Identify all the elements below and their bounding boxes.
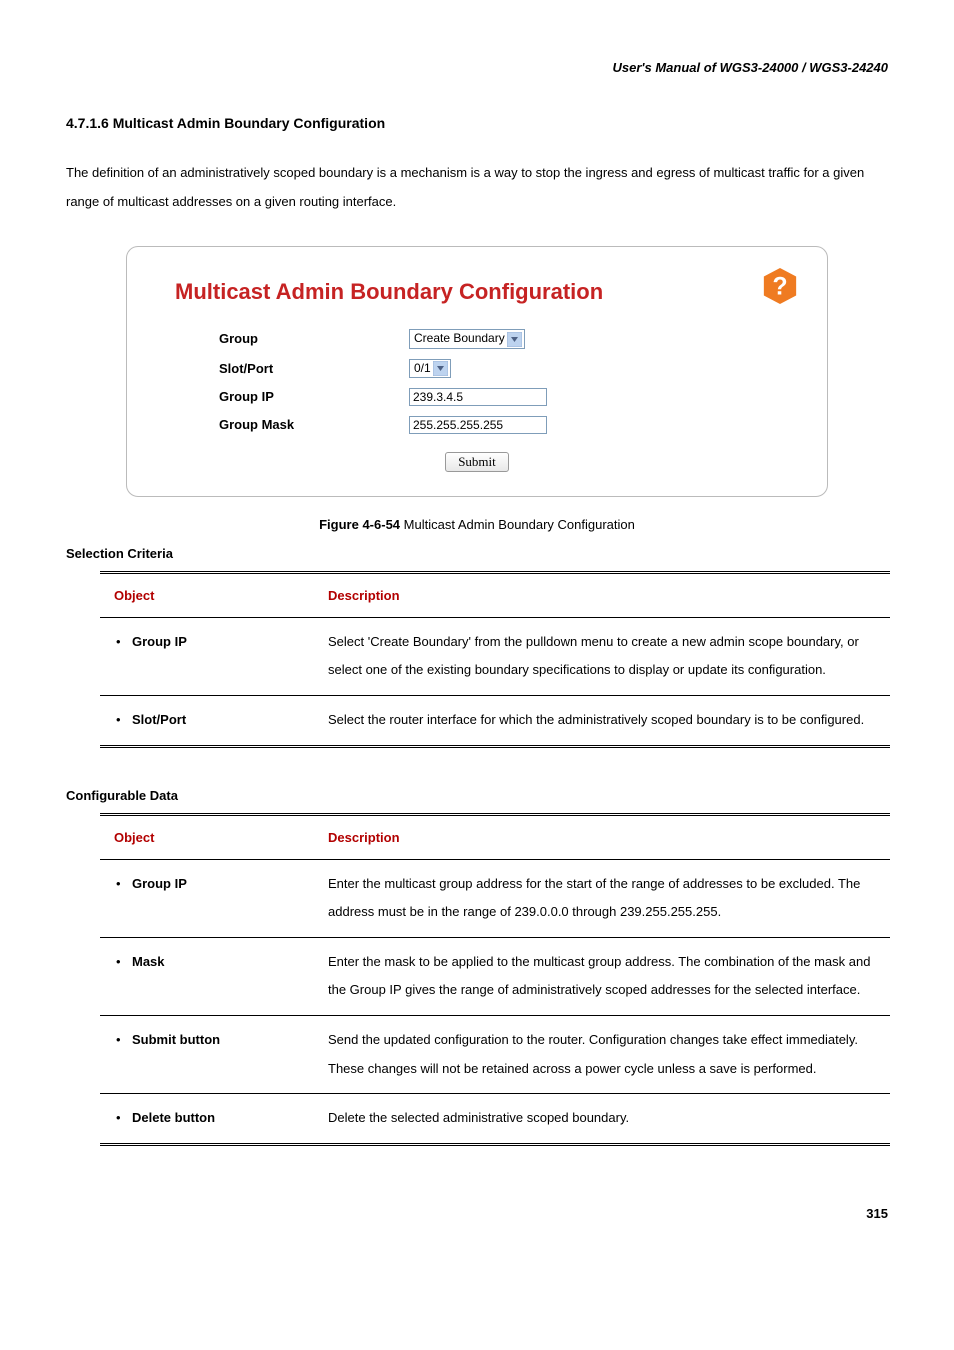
- object-cell: •Delete button: [100, 1094, 314, 1145]
- figure-caption-number: Figure 4-6-54: [319, 517, 400, 532]
- form-row: Group Create Boundary: [157, 329, 797, 348]
- form-row: Group IP: [157, 388, 797, 406]
- form-value: [409, 388, 797, 406]
- table-row: •Slot/PortSelect the router interface fo…: [100, 696, 890, 747]
- selection-criteria-heading: Selection Criteria: [66, 546, 888, 561]
- help-icon[interactable]: ?: [761, 267, 799, 305]
- page-number: 315: [66, 1206, 888, 1221]
- configurable-data-heading: Configurable Data: [66, 788, 888, 803]
- description-cell: Select 'Create Boundary' from the pulldo…: [314, 617, 890, 695]
- object-cell: •Group IP: [100, 617, 314, 695]
- description-cell: Enter the mask to be applied to the mult…: [314, 937, 890, 1015]
- form-row: Group Mask: [157, 416, 797, 434]
- table-row: •Group IPEnter the multicast group addre…: [100, 859, 890, 937]
- form-label: Group Mask: [157, 417, 409, 432]
- table-header-object: Object: [100, 814, 314, 859]
- page-header: User's Manual of WGS3-24000 / WGS3-24240: [66, 60, 888, 75]
- form-value: 0/1: [409, 359, 797, 378]
- form-label: Group: [157, 331, 409, 346]
- dropdown[interactable]: Create Boundary: [409, 329, 525, 348]
- table-row: •Submit buttonSend the updated configura…: [100, 1016, 890, 1094]
- form-label: Slot/Port: [157, 361, 409, 376]
- object-cell: •Slot/Port: [100, 696, 314, 747]
- chevron-down-icon: [433, 361, 448, 376]
- object-cell: •Mask: [100, 937, 314, 1015]
- table-row: •Group IPSelect 'Create Boundary' from t…: [100, 617, 890, 695]
- selection-criteria-table: Object Description •Group IPSelect 'Crea…: [100, 571, 890, 748]
- chevron-down-icon: [507, 332, 522, 347]
- text-input[interactable]: [409, 388, 547, 406]
- table-header-description: Description: [314, 572, 890, 617]
- intro-paragraph: The definition of an administratively sc…: [66, 159, 888, 216]
- dropdown-value: Create Boundary: [414, 331, 505, 345]
- table-header-description: Description: [314, 814, 890, 859]
- description-cell: Send the updated configuration to the ro…: [314, 1016, 890, 1094]
- submit-button[interactable]: Submit: [445, 452, 509, 472]
- form-label: Group IP: [157, 389, 409, 404]
- screenshot-title: Multicast Admin Boundary Configuration: [175, 279, 797, 305]
- form-value: Create Boundary: [409, 329, 797, 348]
- form-value: [409, 416, 797, 434]
- figure-caption: Figure 4-6-54 Multicast Admin Boundary C…: [66, 517, 888, 532]
- object-cell: •Group IP: [100, 859, 314, 937]
- description-cell: Select the router interface for which th…: [314, 696, 890, 747]
- section-heading: 4.7.1.6 Multicast Admin Boundary Configu…: [66, 115, 888, 131]
- table-row: •MaskEnter the mask to be applied to the…: [100, 937, 890, 1015]
- text-input[interactable]: [409, 416, 547, 434]
- description-cell: Delete the selected administrative scope…: [314, 1094, 890, 1145]
- dropdown[interactable]: 0/1: [409, 359, 451, 378]
- description-cell: Enter the multicast group address for th…: [314, 859, 890, 937]
- table-row: •Delete buttonDelete the selected admini…: [100, 1094, 890, 1145]
- configurable-data-table: Object Description •Group IPEnter the mu…: [100, 813, 890, 1146]
- table-header-object: Object: [100, 572, 314, 617]
- dropdown-value: 0/1: [414, 361, 431, 375]
- figure-caption-text: Multicast Admin Boundary Configuration: [400, 517, 635, 532]
- config-screenshot: ? Multicast Admin Boundary Configuration…: [126, 246, 828, 497]
- form-row: Slot/Port 0/1: [157, 359, 797, 378]
- object-cell: •Submit button: [100, 1016, 314, 1094]
- svg-text:?: ?: [772, 274, 787, 301]
